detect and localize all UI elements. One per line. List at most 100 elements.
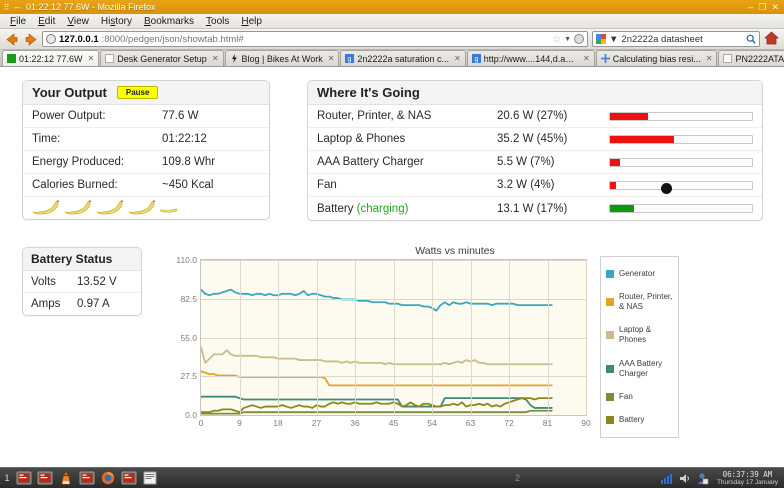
magnifier-icon[interactable]	[746, 34, 756, 44]
tab-desk-generator-setup[interactable]: Desk Generator Setup ✕	[100, 50, 224, 66]
page-content: Your Output Pause Power Output: 77.6 W T…	[0, 67, 784, 467]
gridline-vertical	[509, 260, 510, 415]
banana-icon	[31, 199, 61, 216]
terminal-icon[interactable]	[79, 471, 95, 485]
close-icon[interactable]: ✕	[327, 54, 335, 63]
tab-2n2222a-saturation[interactable]: g 2n2222a saturation c... ✕	[340, 50, 466, 66]
legend-item[interactable]: Generator	[606, 269, 674, 279]
google-icon	[596, 34, 606, 44]
network-signal-icon[interactable]	[660, 472, 673, 485]
row-value: 0.97 A	[77, 298, 110, 310]
chart-series-line	[201, 290, 552, 311]
desktop-indicator-2[interactable]: 2	[515, 473, 521, 483]
tab-pn2222ata-fairchild[interactable]: PN2222ATA Fairchild ... ✕	[718, 50, 784, 66]
usage-bar-fill	[610, 205, 635, 212]
document-icon[interactable]	[142, 471, 158, 485]
panel-title: Where It's Going	[317, 85, 420, 100]
legend-item[interactable]: Fan	[606, 392, 674, 402]
chevron-down-icon[interactable]: ▼	[609, 33, 619, 45]
gridline-vertical	[355, 260, 356, 415]
clock[interactable]: 06:37:39 AM Thursday 17 January	[714, 470, 778, 488]
plus-blue-icon	[600, 54, 610, 63]
banana-icon	[63, 199, 93, 216]
tab-label: Calculating bias resi...	[612, 53, 701, 64]
desktop-indicator-1[interactable]: 1	[4, 473, 10, 483]
menu-item-view[interactable]: View	[67, 15, 89, 27]
row-value: 35.2 W (45%)	[497, 133, 568, 145]
tab-http-www-144[interactable]: g http://www....144,d.aWM ✕	[466, 50, 595, 66]
minimize-icon[interactable]: –	[14, 2, 20, 12]
user-icon[interactable]	[696, 472, 709, 485]
chart-series-line	[201, 371, 552, 385]
close-icon[interactable]: ✕	[211, 54, 219, 63]
tab-blog-bikes-at-work[interactable]: Blog | Bikes At Work ✕	[224, 50, 340, 66]
volume-icon[interactable]	[678, 472, 691, 485]
close-icon[interactable]: ✕	[583, 54, 590, 63]
usage-bar	[609, 180, 753, 190]
close-icon[interactable]: ✕	[454, 54, 461, 63]
chart-series-line	[201, 347, 552, 364]
terminal-icon[interactable]	[121, 471, 137, 485]
legend-swatch-icon	[606, 297, 614, 306]
legend-item[interactable]: AAA Battery Charger	[606, 359, 674, 379]
tab-label: Blog | Bikes At Work	[241, 53, 323, 64]
tab-calculating-bias-resistor[interactable]: Calculating bias resi... ✕	[595, 50, 718, 66]
row-label: Calories Burned:	[32, 179, 118, 191]
row-label: Volts	[31, 275, 56, 288]
pause-button[interactable]: Pause	[116, 85, 159, 100]
legend-swatch-icon	[606, 392, 614, 401]
forward-arrow-icon[interactable]	[23, 32, 38, 47]
firefox-icon[interactable]	[100, 471, 116, 485]
chart-series-line	[201, 397, 552, 408]
legend-item[interactable]: Laptop & Phones	[606, 325, 674, 345]
grip-icon: ⠿	[3, 2, 10, 12]
reload-icon[interactable]	[574, 34, 584, 44]
legend-label: Router, Printer, & NAS	[619, 291, 673, 311]
your-output-panel: Your Output Pause Power Output: 77.6 W T…	[22, 80, 270, 220]
close-icon[interactable]: ✕	[705, 54, 713, 63]
star-icon[interactable]: ☆	[552, 33, 562, 45]
tab-label: http://www....144,d.aWM	[483, 53, 578, 64]
legend-item[interactable]: Battery	[606, 415, 674, 425]
gridline-vertical	[586, 260, 587, 415]
chart-plot-area: 0.0 27.5 55.0 82.5 110.0 0 9 18 27 36 45 54 63 72 81 90	[176, 255, 590, 428]
legend-item[interactable]: Router, Printer, & NAS	[606, 292, 674, 312]
row-value: 77.6 W	[162, 110, 199, 122]
menu-item-history[interactable]: History	[100, 15, 132, 27]
menu-item-edit[interactable]: Edit	[38, 15, 56, 27]
menu-item-file[interactable]: FFileile	[10, 15, 27, 27]
back-arrow-icon[interactable]	[4, 32, 19, 47]
search-bar[interactable]: ▼ 2n2222a datasheet	[592, 31, 760, 47]
gridline-vertical	[432, 260, 433, 415]
row-label: Energy Produced:	[32, 156, 125, 168]
vlc-icon[interactable]	[58, 471, 74, 485]
menu-item-bookmarks[interactable]: Bookmarks	[144, 15, 195, 27]
usage-bar-fill	[610, 112, 649, 120]
url-bar[interactable]: 127.0.0.1:8000/pedgen/json/showtab.html#…	[42, 31, 588, 47]
tab-showtab[interactable]: 01:22:12 77.6W ✕	[2, 50, 100, 66]
going-panel-header: Where It's Going	[308, 81, 762, 105]
menu-item-tools[interactable]: Tools	[206, 15, 230, 27]
home-icon[interactable]	[763, 31, 780, 47]
x-axis-tick-label: 36	[350, 418, 360, 428]
menu-item-help[interactable]: Help	[241, 15, 262, 27]
minimize-button[interactable]: –	[748, 1, 754, 12]
chart-series-line	[201, 398, 552, 412]
banana-icon	[95, 199, 125, 216]
usage-bar-fill	[610, 181, 616, 189]
clock-date: Thursday 17 January	[716, 479, 778, 487]
x-axis-tick-label: 0	[198, 418, 204, 428]
close-icon[interactable]: ✕	[87, 54, 95, 63]
maximize-button[interactable]: ❐	[758, 1, 767, 12]
where-its-going-panel: Where It's Going Router, Printer, & NAS …	[307, 80, 763, 221]
row-label: Laptop & Phones	[317, 133, 406, 145]
menu-bar: FFileile Edit View History Bookmarks Too…	[0, 14, 784, 29]
search-input[interactable]: 2n2222a datasheet	[621, 33, 703, 45]
bikes-at-work-icon	[230, 54, 239, 63]
chevron-down-icon[interactable]: ▼	[564, 35, 571, 43]
battery-panel-header: Battery Status	[23, 248, 141, 271]
terminal-icon[interactable]	[37, 471, 53, 485]
close-button[interactable]: ✕	[771, 1, 779, 12]
terminal-icon[interactable]	[16, 471, 32, 485]
